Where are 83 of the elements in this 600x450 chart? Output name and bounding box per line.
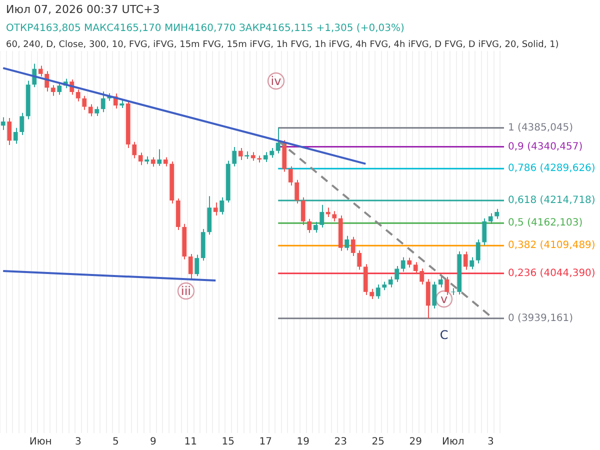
candlestick	[476, 238, 480, 264]
chart-title: Июл 07, 2026 00:37 UTC+3	[5, 2, 161, 18]
candlestick	[50, 84, 56, 96]
candlestick	[7, 117, 12, 146]
x-tick-label: 9	[150, 436, 156, 448]
candlestick	[307, 218, 312, 234]
candlestick	[132, 141, 137, 159]
candlestick	[276, 127, 280, 154]
candlestick	[288, 166, 293, 186]
candlestick	[413, 262, 418, 275]
candlestick	[432, 281, 437, 309]
x-tick-label: 3	[74, 436, 82, 448]
candlestick	[438, 276, 443, 288]
x-tick-label: 3	[487, 436, 494, 448]
candlestick	[294, 179, 300, 204]
text: 0,236 (4044,390)	[508, 268, 596, 279]
x-tick-label: 25	[372, 436, 384, 448]
candlestick	[400, 256, 406, 272]
candlestick	[88, 104, 93, 117]
candlestick	[313, 221, 318, 234]
text: 60, 240, D, Close, 300, 10, FVG, iFVG, 15m FVG, 15m iFVG, 1h FVG, 1h iFVG, 4h FVG, 4h iFVG, D FVG, D iFVG, 20, Solid, 1)	[5, 39, 560, 51]
candlestick	[138, 152, 143, 166]
candlestick	[376, 284, 380, 300]
candlestick	[38, 65, 43, 77]
candlestick	[394, 265, 400, 282]
candlestick	[444, 276, 450, 296]
candlestick	[494, 208, 500, 220]
text: 0 (3939,161)	[508, 312, 574, 324]
candlestick	[470, 256, 474, 270]
annotation: v	[440, 292, 448, 306]
x-tick-label: 17	[259, 436, 272, 448]
candlestick	[82, 95, 87, 110]
candlestick	[157, 148, 162, 166]
candlestick	[300, 196, 306, 226]
candlestick	[232, 146, 237, 167]
x-tick-label: Июн	[29, 436, 52, 448]
candlestick	[194, 254, 200, 277]
candlestick	[482, 218, 487, 246]
candlestick	[76, 88, 80, 102]
candlestick	[270, 148, 274, 158]
annotation: iii	[180, 284, 192, 298]
candlestick	[188, 253, 193, 280]
text: 0,618 (4214,718)	[508, 195, 596, 206]
candlestick	[320, 204, 324, 228]
text: 0,9 (4340,457)	[508, 141, 583, 152]
candlestick	[0, 116, 6, 130]
annotation: iv	[270, 74, 282, 88]
candlestick	[357, 250, 362, 270]
x-tick-label: 23	[334, 436, 347, 448]
x-tick-label: 15	[222, 436, 234, 448]
candlestick	[100, 90, 106, 113]
candlestick	[150, 156, 156, 168]
candlestick	[370, 288, 374, 300]
text: 1 (4385,045)	[508, 122, 574, 134]
candlestick	[344, 235, 350, 251]
text: 0,786 (4289,626)	[508, 163, 596, 174]
candlestick	[238, 148, 243, 160]
text: 0,5 (4162,103)	[508, 218, 583, 229]
candlestick	[213, 202, 218, 216]
x-tick-label: 29	[409, 436, 422, 448]
candlestick	[420, 268, 424, 286]
candlestick	[488, 212, 493, 224]
candlestick	[332, 210, 337, 222]
candlestick	[220, 196, 224, 215]
candlestick	[463, 251, 468, 270]
candlestick	[407, 257, 412, 268]
x-tick-label: Июл	[442, 436, 464, 448]
candlestick	[350, 236, 356, 257]
candlestick	[263, 152, 268, 163]
chart-subtitle: ОТКР4163,805 МАКС4165,170 МИН4160,770 ЗАКР4165,115 +1,305 (+0,03%)	[5, 22, 406, 36]
x-tick-label: 11	[184, 436, 197, 448]
candlestick	[13, 127, 18, 144]
text: 0,382 (4109,489)	[508, 240, 596, 252]
x-tick-label: 5	[112, 436, 119, 448]
x-tick-label: 19	[296, 436, 310, 448]
candlestick	[426, 278, 430, 319]
candlestick	[94, 106, 100, 116]
text: C	[440, 328, 448, 342]
candlestick	[57, 82, 62, 96]
candlestick	[326, 207, 330, 218]
candlestick	[388, 276, 393, 288]
candlestick	[163, 156, 168, 167]
candlestick	[20, 112, 24, 136]
